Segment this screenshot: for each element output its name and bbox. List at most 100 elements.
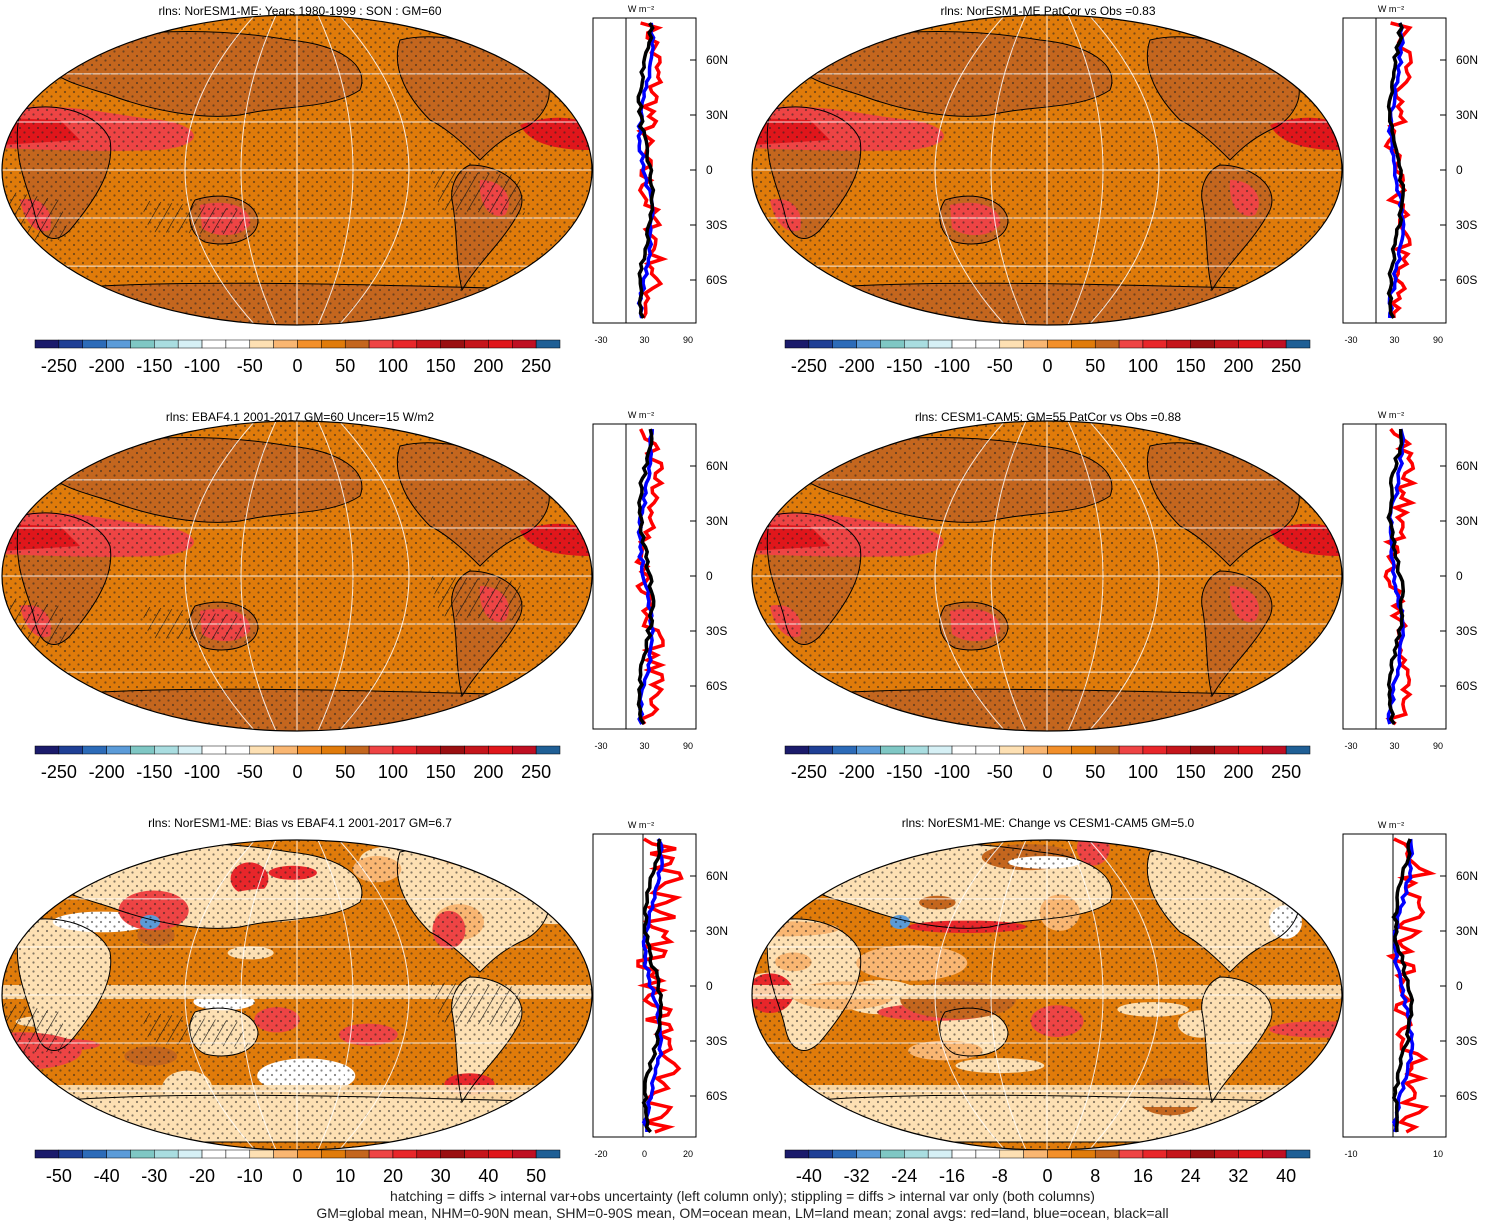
colorbar-swatch [1094, 339, 1120, 349]
colorbar-swatch [344, 339, 370, 349]
colorbar-swatch [784, 339, 810, 349]
colorbar-swatch [927, 1149, 953, 1159]
lat-label: 0 [706, 979, 713, 993]
colorbar-swatch [106, 339, 131, 349]
ocean-zonal-line [1391, 838, 1415, 1133]
colorbar-swatch [904, 745, 929, 755]
colorbar-label: 150 [1176, 356, 1206, 376]
colorbar-label: -10 [237, 1166, 263, 1186]
ocean-zonal-line [1386, 428, 1406, 725]
colorbar-swatch [58, 339, 83, 349]
colorbar-swatch [464, 339, 489, 349]
colorbar-label: 100 [1128, 762, 1158, 782]
longitude-line [317, 840, 354, 1150]
colorbar-swatch [488, 745, 513, 755]
colorbar-swatch [975, 1149, 1001, 1159]
lat-label: 0 [1456, 569, 1463, 583]
colorbar-swatch [177, 1149, 203, 1159]
lat-label: 60S [706, 1089, 727, 1103]
map-globe [2, 840, 592, 1150]
colorbar-swatch [1094, 745, 1120, 755]
lat-label: 60N [1456, 459, 1478, 473]
colorbar-label: 8 [1090, 1166, 1100, 1186]
colorbar-label: -200 [89, 762, 125, 782]
colorbar-swatch [1023, 1149, 1048, 1159]
longitude-line [990, 840, 1027, 1150]
colorbar-swatch [1190, 339, 1215, 349]
colorbar-swatch [784, 1149, 810, 1159]
map-border [751, 14, 1343, 326]
lat-label: 0 [1456, 979, 1463, 993]
panel-canvas: -250 -200 -150 -100 -50 0 50 100 150 200 250 W m⁻² 6… [751, 410, 1478, 782]
colorbar-label: 50 [526, 1166, 546, 1186]
lat-label: 0 [706, 163, 713, 177]
colorbar-swatch [856, 339, 881, 349]
colorbar-label: 200 [473, 356, 503, 376]
map-border [1, 420, 593, 732]
colorbar-swatch [904, 339, 929, 349]
colorbar-swatch [464, 745, 489, 755]
colorbar-label: -100 [934, 762, 970, 782]
coastline [766, 106, 862, 239]
lat-label: 30N [1456, 108, 1478, 122]
coastline [189, 195, 259, 245]
longitude-line [934, 15, 1006, 325]
lat-label: 30S [706, 218, 727, 232]
lat-label: 0 [1456, 163, 1463, 177]
colorbar-swatch [392, 339, 418, 349]
all-zonal-line [636, 22, 656, 319]
zonal-tick-label: 90 [1433, 335, 1443, 345]
colorbar-swatch [1262, 745, 1287, 755]
coastline [451, 164, 523, 292]
panel-canvas: -250 -200 -150 -100 -50 0 50 100 150 200 250 W m⁻² 6… [1, 410, 728, 782]
colorbar-swatch [535, 339, 561, 349]
colorbar-label: 100 [378, 356, 408, 376]
panel-canvas: -40 -32 -24 -16 -8 0 8 16 24 32 40 W m⁻² 60N 30N 0 30S 6… [751, 820, 1478, 1186]
colorbar-swatch [34, 745, 60, 755]
zonal-plot: W m⁻² 60N 30N 0 30S 60S -30 30 90 [1342, 4, 1478, 345]
colorbar-swatch [535, 1149, 561, 1159]
zonal-tick-label: 30 [1389, 741, 1399, 751]
colorbar-label: -50 [46, 1166, 72, 1186]
coastline [16, 918, 112, 1051]
zonal-tick-label: 0 [642, 1149, 647, 1159]
longitude-line [240, 421, 277, 731]
longitude-line [338, 15, 410, 325]
colorbar-swatch [535, 745, 561, 755]
colorbar-label: -16 [939, 1166, 965, 1186]
zonal-plot: W m⁻² 60N 30N 0 30S 60S -30 30 90 [592, 410, 728, 751]
colorbar-swatch [154, 745, 179, 755]
colorbar-label: -24 [891, 1166, 917, 1186]
hatching [430, 170, 525, 215]
lat-label: 60N [1456, 53, 1478, 67]
colorbar-swatch [368, 745, 394, 755]
colorbar-label: 20 [383, 1166, 403, 1186]
longitude-line [317, 15, 354, 325]
colorbar-label: 30 [431, 1166, 451, 1186]
lat-label: 30N [706, 108, 728, 122]
colorbar-swatch [1285, 1149, 1311, 1159]
map-title: rlns: CESM1-CAM5: GM=55 PatCor vs Obs =0… [914, 410, 1182, 424]
longitude-line [338, 421, 410, 731]
colorbar-swatch [440, 1149, 465, 1159]
colorbar-swatch [808, 1149, 833, 1159]
colorbar-label: -8 [992, 1166, 1008, 1186]
colorbar-swatch [440, 745, 465, 755]
map-border [1, 14, 593, 326]
longitude-line [1088, 421, 1160, 731]
colorbar-swatch [1023, 339, 1048, 349]
colorbar-swatch [368, 1149, 394, 1159]
colorbar-label: -150 [886, 762, 922, 782]
coastline [1201, 164, 1273, 292]
colorbar-label: 250 [1271, 356, 1301, 376]
lat-label: 60N [706, 459, 728, 473]
all-zonal-line [1391, 838, 1415, 1133]
longitude-line [1067, 15, 1104, 325]
footer-note-2: GM=global mean, NHM=0-90N mean, SHM=0-90… [316, 1205, 1169, 1221]
colorbar-swatch [880, 339, 905, 349]
colorbar-label: -30 [141, 1166, 167, 1186]
footer-note-1: hatching = diffs > internal var+obs unce… [390, 1188, 1095, 1204]
colorbar-swatch [130, 1149, 155, 1159]
colorbar-swatch [321, 339, 346, 349]
longitude-line [1088, 15, 1160, 325]
